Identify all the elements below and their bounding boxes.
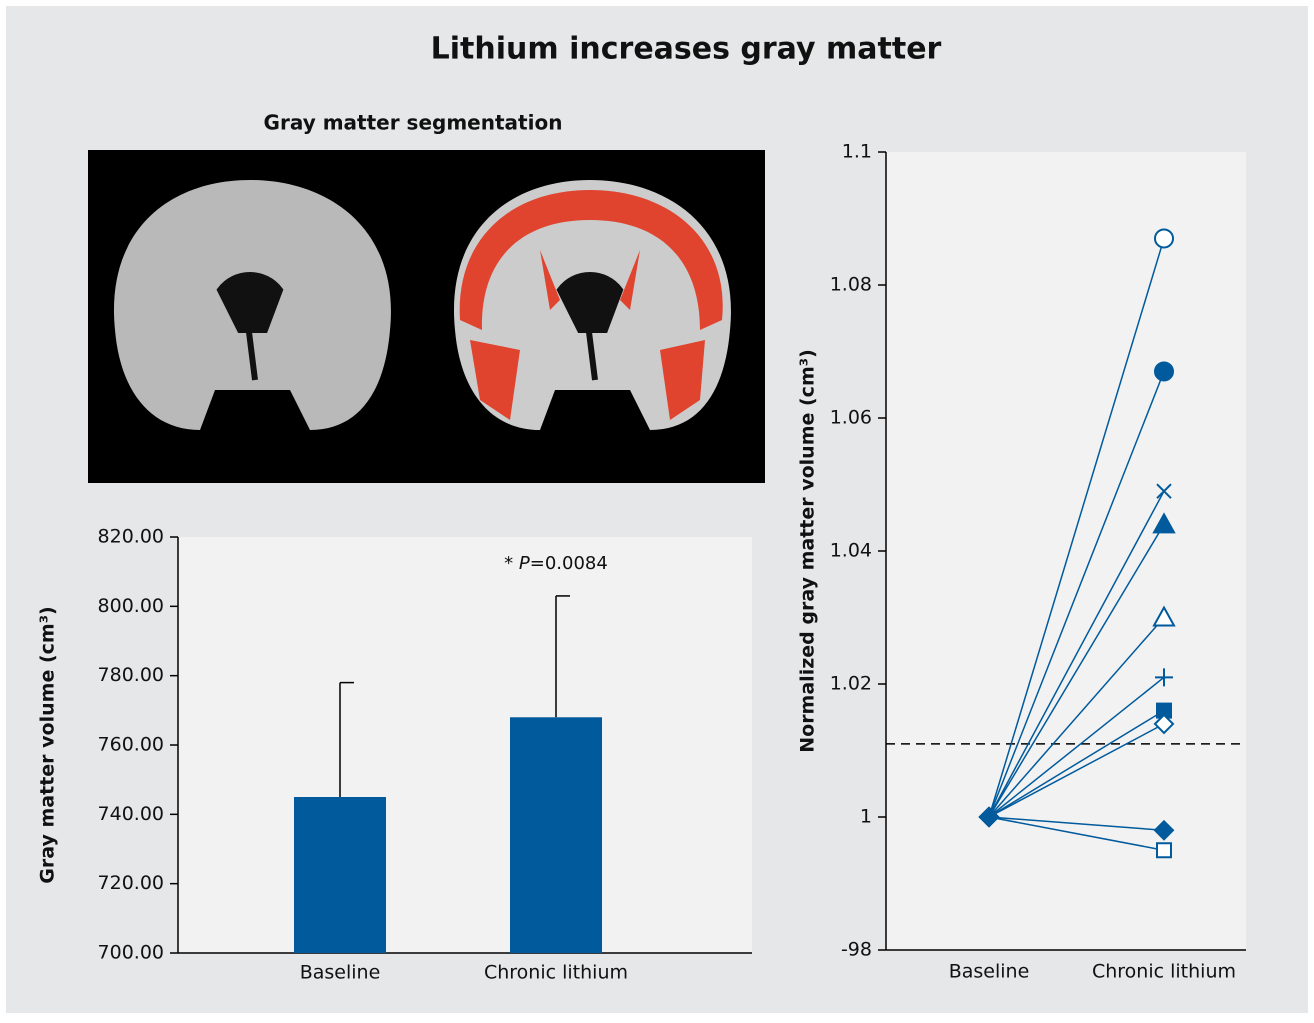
y-axis-label: Normalized gray matter volume (cm³) [797,349,819,753]
annotation: * P=0.0084 [504,553,608,574]
annotation-part: * [504,553,519,574]
y-tick-label: 800.00 [98,595,164,617]
y-tick-label: 1.02 [830,673,872,695]
annotation-part: P [519,553,530,574]
bar [294,797,386,953]
marker [1155,362,1173,380]
x-tick-label: Baseline [949,961,1030,983]
plot-area [886,152,1246,950]
y-tick-label: 700.00 [98,942,164,964]
y-tick-label: 760.00 [98,734,164,756]
y-tick-label: 1 [860,806,872,828]
y-tick-label: 720.00 [98,872,164,894]
y-axis-label: Gray matter volume (cm³) [37,606,59,883]
bar [510,717,602,953]
brain-image [88,150,765,483]
y-tick-label: 1.06 [830,407,872,429]
annotation-part: =0.0084 [530,553,608,574]
marker [1157,843,1171,857]
y-tick-label: -98 [841,939,872,961]
x-tick-label: Baseline [300,962,381,984]
figure-title: Lithium increases gray matter [431,32,942,67]
y-tick-label: 1.1 [842,141,872,163]
y-tick-label: 1.08 [830,274,872,296]
figure: Lithium increases gray matter Gray matte… [0,0,1314,1019]
y-tick-label: 740.00 [98,803,164,825]
marker [1155,229,1173,247]
plot-area [178,537,752,953]
x-tick-label: Chronic lithium [484,962,628,984]
x-tick-label: Chronic lithium [1092,961,1236,983]
image-title: Gray matter segmentation [264,111,563,135]
y-tick-label: 1.04 [830,540,872,562]
y-tick-label: 780.00 [98,664,164,686]
y-tick-label: 820.00 [98,526,164,548]
